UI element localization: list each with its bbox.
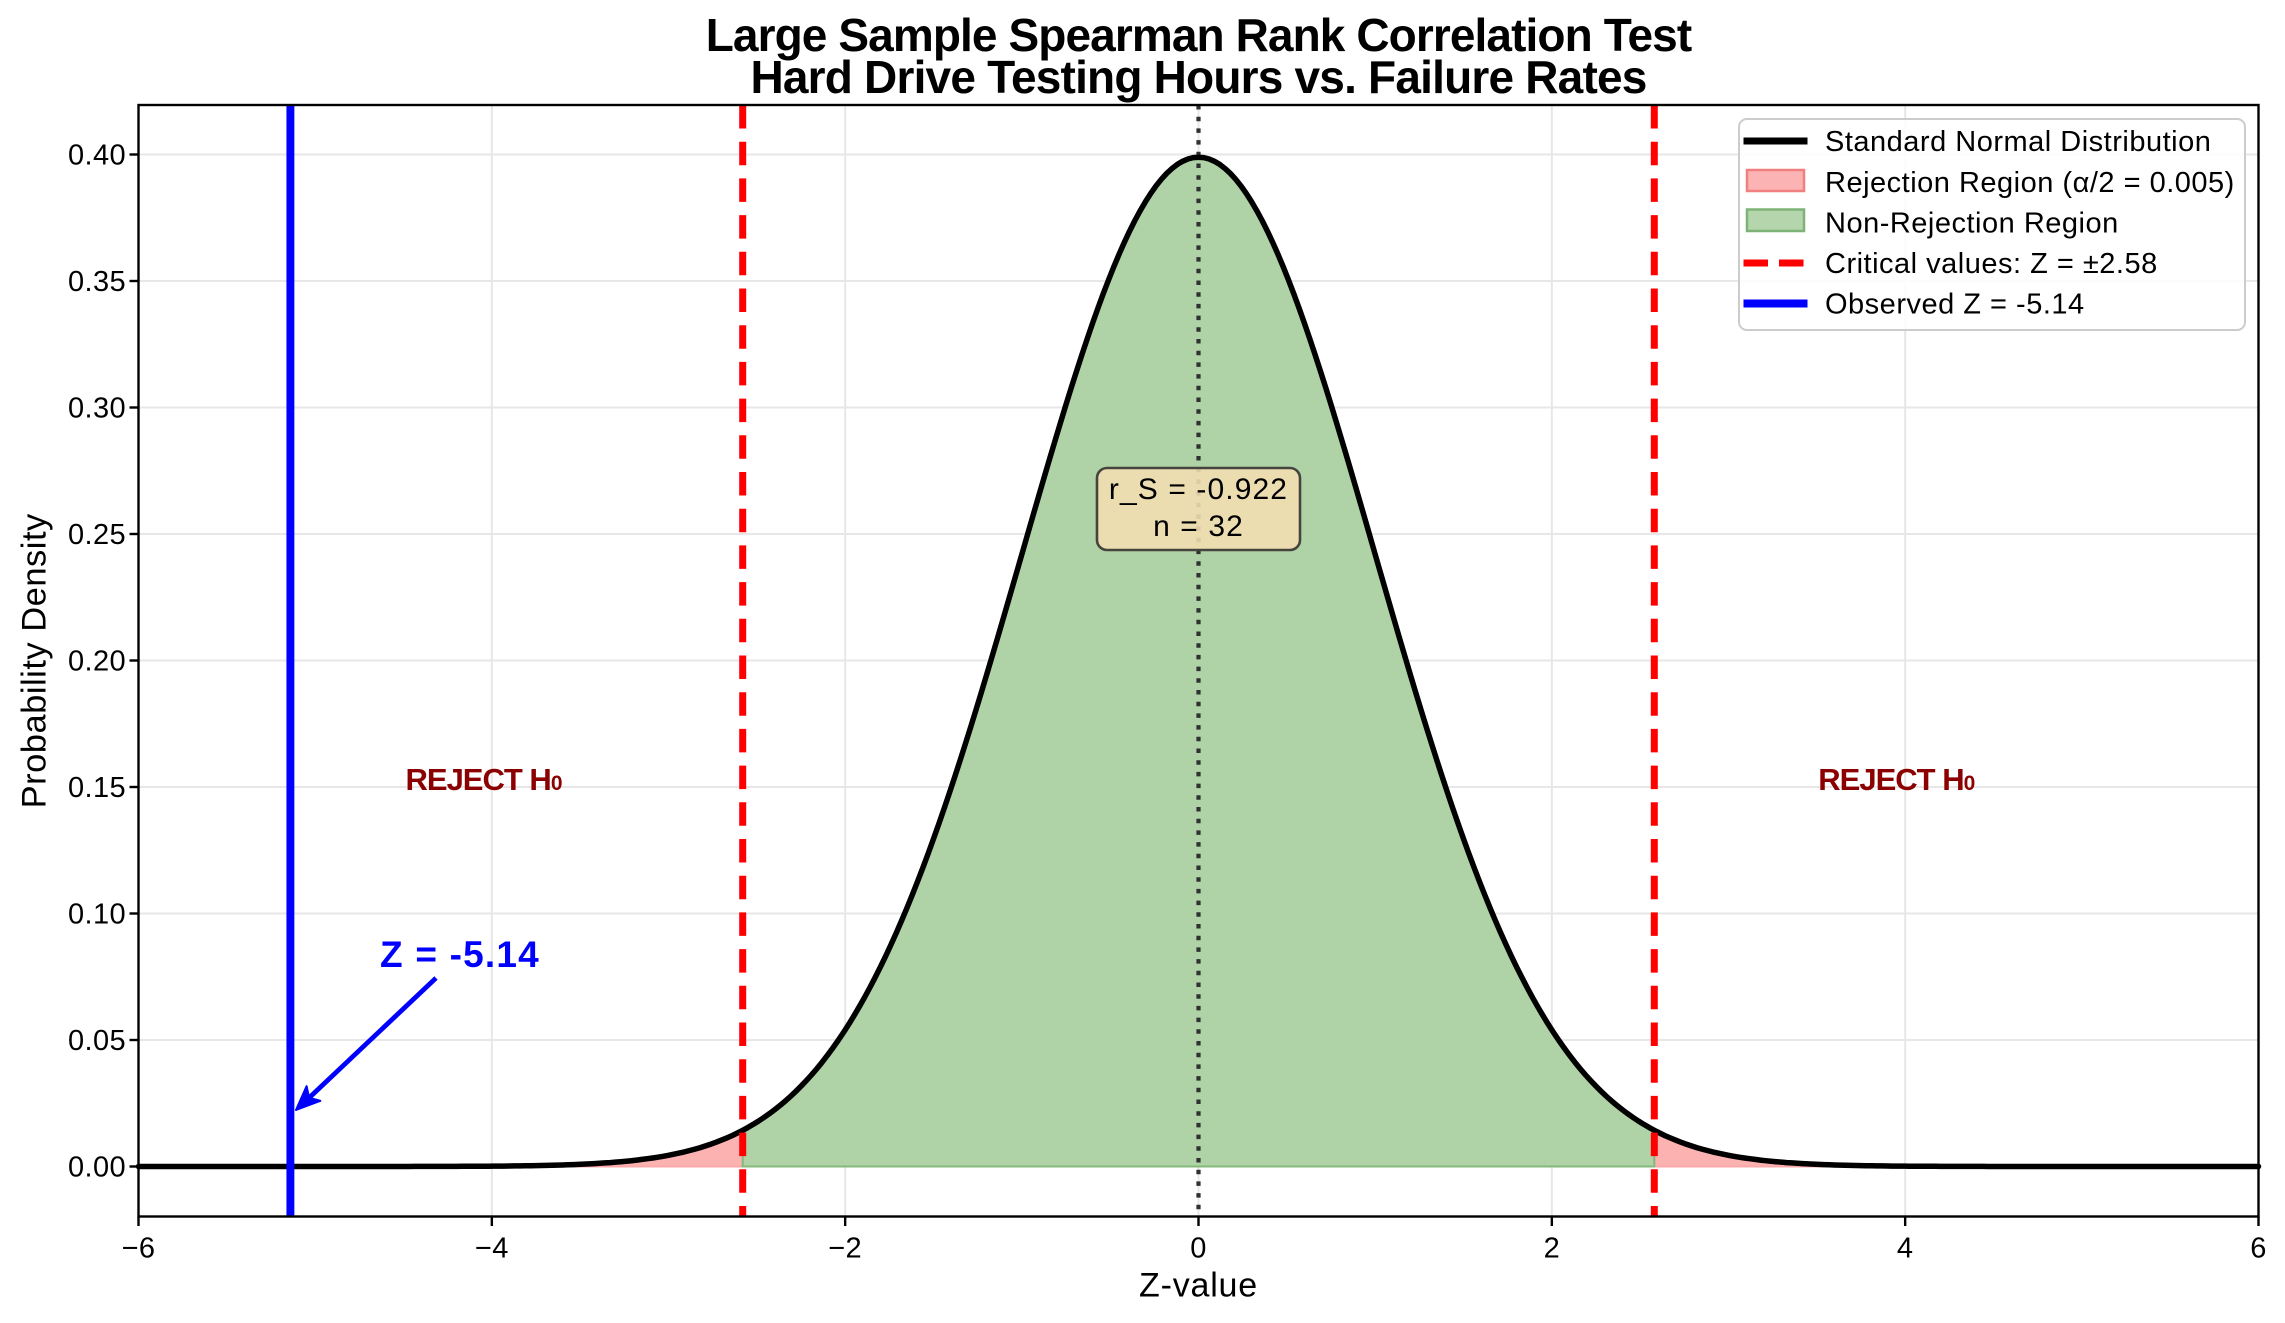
svg-text:0.00: 0.00 [68, 1152, 126, 1184]
svg-text:REJECT H0: REJECT H0 [406, 762, 562, 797]
svg-text:0.30: 0.30 [68, 393, 126, 425]
svg-text:Hard Drive Testing Hours vs. F: Hard Drive Testing Hours vs. Failure Rat… [750, 51, 1646, 103]
svg-text:0.25: 0.25 [68, 519, 126, 551]
svg-text:r_S = -0.922: r_S = -0.922 [1109, 473, 1288, 506]
svg-text:0.05: 0.05 [68, 1025, 126, 1057]
svg-text:Rejection Region (α/2 = 0.005): Rejection Region (α/2 = 0.005) [1825, 167, 2235, 199]
svg-text:Z-value: Z-value [1139, 1267, 1258, 1305]
svg-text:Large Sample Spearman Rank Cor: Large Sample Spearman Rank Correlation T… [706, 9, 1692, 61]
svg-text:4: 4 [1897, 1233, 1914, 1265]
svg-text:REJECT H0: REJECT H0 [1818, 762, 1974, 797]
svg-text:−6: −6 [122, 1233, 156, 1265]
svg-text:Z = -5.14: Z = -5.14 [380, 934, 540, 975]
svg-text:2: 2 [1544, 1233, 1561, 1265]
svg-text:Observed Z = -5.14: Observed Z = -5.14 [1825, 289, 2085, 321]
svg-text:0: 0 [1190, 1233, 1207, 1265]
svg-text:0.10: 0.10 [68, 899, 126, 931]
svg-text:0.20: 0.20 [68, 646, 126, 678]
svg-text:Standard Normal Distribution: Standard Normal Distribution [1825, 126, 2211, 158]
svg-text:0.40: 0.40 [68, 140, 126, 172]
svg-text:Critical values: Z = ±2.58: Critical values: Z = ±2.58 [1825, 248, 2158, 280]
svg-text:Probability Density: Probability Density [16, 513, 54, 808]
svg-text:−2: −2 [828, 1233, 862, 1265]
svg-text:6: 6 [2250, 1233, 2267, 1265]
svg-text:0.35: 0.35 [68, 266, 126, 298]
svg-text:−4: −4 [475, 1233, 509, 1265]
svg-text:0.15: 0.15 [68, 772, 126, 804]
svg-text:n = 32: n = 32 [1153, 510, 1244, 543]
svg-text:Non-Rejection Region: Non-Rejection Region [1825, 208, 2119, 240]
